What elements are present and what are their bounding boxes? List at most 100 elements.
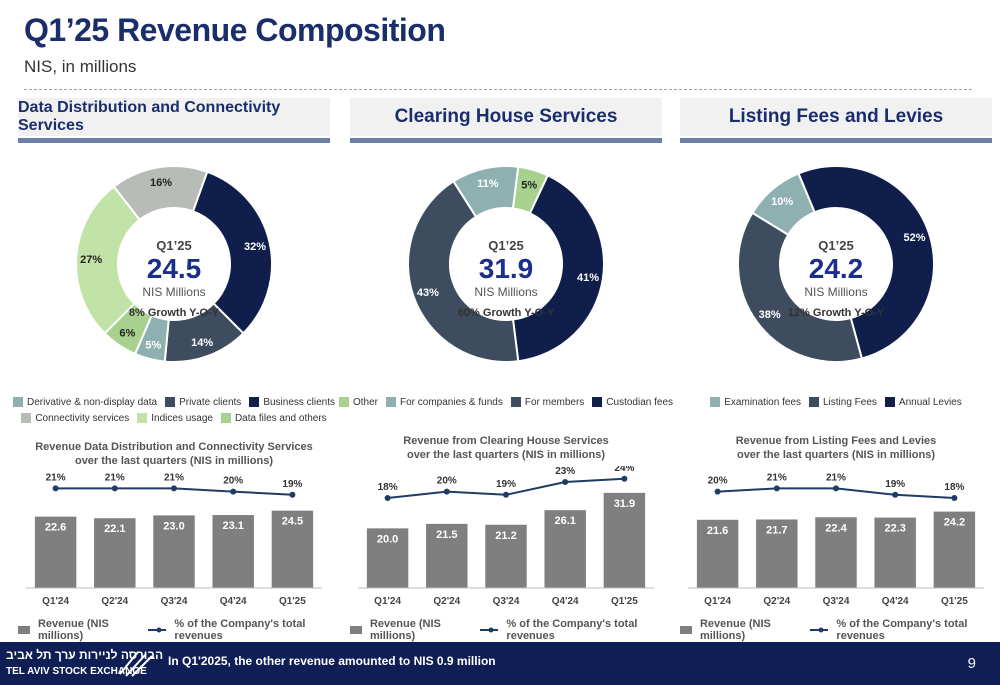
bar-chart-title: Revenue Data Distribution and Connectivi… <box>18 440 330 468</box>
legend-row: Derivative & non-display data Private cli… <box>12 394 335 410</box>
donut-slice <box>797 165 935 360</box>
donut-slice-label: 16% <box>150 177 172 189</box>
legend-label: Custodian fees <box>606 396 674 408</box>
donut-center-unit: NIS Millions <box>142 285 205 299</box>
heading-underline <box>18 138 330 143</box>
line-legend-label: % of the Company's total revenues <box>174 618 306 642</box>
revenue-bar <box>426 523 468 588</box>
revenue-bar-label: 21.6 <box>707 525 728 537</box>
legend-label: Private clients <box>179 396 242 408</box>
legend-swatch <box>21 413 32 423</box>
bar-legend: Revenue (NIS millions) % of the Company'… <box>680 618 992 642</box>
x-tick-label: Q2'24 <box>433 596 460 607</box>
donut-slice <box>112 165 209 222</box>
share-point <box>52 485 59 492</box>
revenue-bar <box>933 511 976 588</box>
revenue-bar <box>153 515 195 588</box>
share-point-label: 20% <box>437 476 457 487</box>
revenue-bar-label: 22.3 <box>884 523 905 535</box>
bar-legend: Revenue (NIS millions) % of the Company'… <box>18 618 330 642</box>
legend-item: For companies & funds <box>386 397 503 408</box>
share-point <box>443 488 450 495</box>
share-point <box>171 485 177 492</box>
legend-swatch <box>510 397 521 407</box>
donut-slice-label: 27% <box>80 254 102 266</box>
legend-swatch <box>339 397 349 407</box>
x-tick-label: Q1'24 <box>42 596 69 607</box>
donut-center-period: Q1’25 <box>488 238 523 253</box>
legend-swatch <box>592 397 603 407</box>
share-point-label: 18% <box>944 482 964 493</box>
legend-label: Connectivity services <box>35 412 130 424</box>
bar-chart-title-line1: Revenue from Listing Fees and Levies <box>735 435 937 447</box>
legend-item: Business clients <box>249 397 335 408</box>
legend-label: Indices usage <box>151 412 213 424</box>
legend-swatch <box>249 397 260 407</box>
panel-heading: Data Distribution and Connectivity Servi… <box>18 98 330 136</box>
donut-center-growth: 60% Growth Y-O-Y <box>458 307 555 319</box>
revenue-bar-label: 23.0 <box>163 520 184 532</box>
revenue-bar-label: 22.6 <box>45 522 66 534</box>
donut-slice-label: 10% <box>771 196 793 208</box>
line-legend-label: % of the Company's total revenues <box>506 618 638 642</box>
revenue-bar-label: 22.4 <box>825 522 847 534</box>
donut-slice <box>737 211 864 363</box>
share-point-label: 20% <box>708 476 728 487</box>
heading-underline <box>680 138 992 143</box>
share-point-label: 19% <box>496 479 516 490</box>
legend-swatch <box>137 413 148 423</box>
revenue-bar-label: 26.1 <box>554 515 575 527</box>
bar-chart-title-line2: over the last quarters (NIS in millions) <box>74 455 274 467</box>
bar-chart-clearing-house: 20.0 Q1'24 21.5 Q2'24 21.2 Q3'24 26.1 Q4'24 31.9… <box>358 466 654 607</box>
revenue-bar-label: 21.2 <box>495 530 516 542</box>
x-tick-label: Q3'24 <box>161 596 188 607</box>
donut-slice-label: 32% <box>244 241 266 253</box>
revenue-bar <box>815 517 857 588</box>
bar-chart-title-line1: Revenue from Clearing House Services <box>403 435 609 447</box>
donut-slice-label: 52% <box>904 232 926 244</box>
x-tick-label: Q4'24 <box>882 596 909 607</box>
bar-legend-swatch <box>18 626 30 634</box>
revenue-bar <box>485 524 527 588</box>
revenue-bar <box>212 515 254 588</box>
heading-underline <box>350 138 662 143</box>
legend-label: For companies & funds <box>400 396 503 408</box>
legend-item: Listing Fees <box>808 397 877 408</box>
bar-legend-label: Revenue (NIS millions) <box>369 618 441 642</box>
share-point-label: 24% <box>614 466 634 474</box>
x-tick-label: Q1'24 <box>704 596 731 607</box>
legend-row: Other For companies & funds For members Cus… <box>339 394 673 410</box>
x-tick-label: Q2'24 <box>101 596 128 607</box>
share-point-label: 20% <box>223 476 243 487</box>
donut-slice-label: 6% <box>119 328 135 340</box>
legend-label: Annual Levies <box>898 396 962 408</box>
revenue-bar <box>366 528 409 588</box>
donut-center-period: Q1’25 <box>156 238 191 253</box>
x-tick-label: Q2'24 <box>763 596 790 607</box>
line-legend-label: % of the Company's total revenues <box>836 618 968 642</box>
revenue-bar-label: 20.0 <box>377 533 398 545</box>
donut-center-growth: 8% Growth Y-O-Y <box>129 307 220 319</box>
donut-slice <box>751 172 816 237</box>
line-legend-swatch <box>809 627 829 633</box>
legend-item: Derivative & non-display data <box>12 396 158 408</box>
donut-center-value: 24.2 <box>809 253 864 284</box>
revenue-bar-label: 21.7 <box>766 524 787 536</box>
share-point-label: 21% <box>164 472 184 483</box>
donut-center-unit: NIS Millions <box>474 285 537 299</box>
donut-center-value: 24.5 <box>147 253 202 284</box>
share-point-label: 23% <box>555 466 575 477</box>
legend-label: Examination fees <box>724 396 801 408</box>
legend-label: Derivative & non-display data <box>26 396 158 408</box>
donut-slice <box>191 170 273 335</box>
donut-center-unit: NIS Millions <box>804 285 867 299</box>
share-point <box>621 475 628 482</box>
legend-swatch <box>710 397 721 407</box>
share-point-label: 21% <box>767 472 787 483</box>
legend-row: Connectivity services Indices usage Data f… <box>18 410 330 426</box>
legend-label: For members <box>524 396 585 408</box>
share-point <box>503 491 509 498</box>
revenue-bar-label: 22.1 <box>104 523 125 535</box>
legend-swatch <box>12 397 23 407</box>
line-legend-swatch <box>479 627 499 633</box>
